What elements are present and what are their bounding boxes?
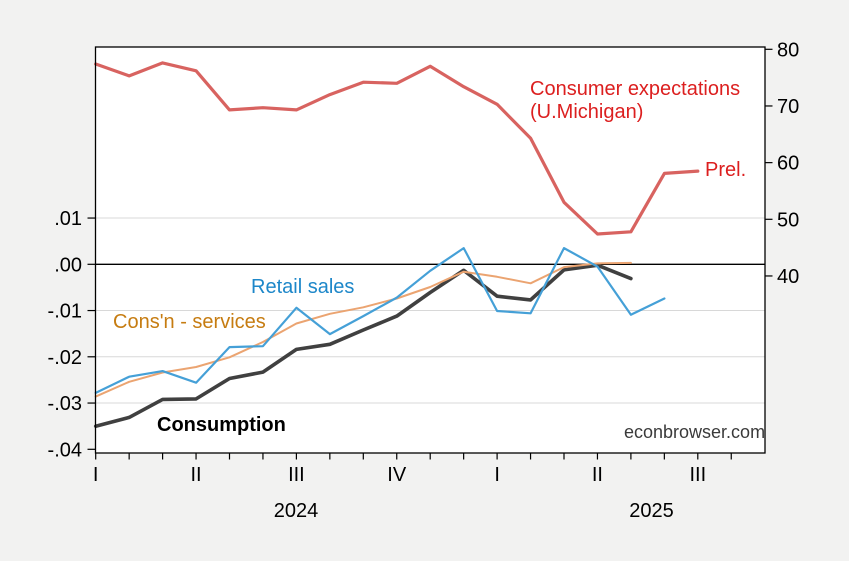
left-axis-tick-label: .01 [54,208,82,230]
series-label-consumer-expectations: Consumer expectations (U.Michigan) [530,78,740,124]
series-line-0 [94,61,700,236]
x-axis-quarter-label: I [93,464,99,486]
left-axis-tick-label: -.02 [48,347,82,369]
right-axis-tick-label: 80 [777,39,799,61]
right-axis-tick-label: 50 [777,209,799,231]
x-axis-quarter-label: III [689,464,706,486]
left-axis-tick-label: -.01 [48,301,82,323]
right-axis-tick-label: 70 [777,96,799,118]
x-axis-year-label: 2025 [629,500,674,522]
left-axis-tick-label: .00 [54,254,82,276]
x-axis-quarter-label: I [494,464,500,486]
series-label-consumer-expectations-line2: (U.Michigan) [530,101,644,123]
plot-area [95,47,765,453]
series-label-retail-sales: Retail sales [251,276,355,298]
series-label-consumer-expectations-line1: Consumer expectations [530,78,741,100]
right-axis-tick-label: 60 [777,153,799,175]
series-line-3 [94,247,666,394]
left-axis-tick-label: -.03 [48,393,82,415]
x-axis-quarter-label: IV [387,464,407,486]
series-label-consumption: Consumption [157,414,286,436]
series-label-consn-services: Cons'n - services [113,311,266,333]
prel-label: Prel. [705,159,747,181]
x-axis-year-label: 2024 [274,500,319,522]
watermark-econbrowser: econbrowser.com [624,422,766,442]
x-axis-quarter-label: III [288,464,305,486]
right-axis-tick-label: 40 [777,266,799,288]
left-axis-tick-label: -.04 [48,439,82,461]
series-line-2 [94,261,632,398]
x-axis-quarter-label: II [190,464,201,486]
x-axis-quarter-label: II [592,464,603,486]
